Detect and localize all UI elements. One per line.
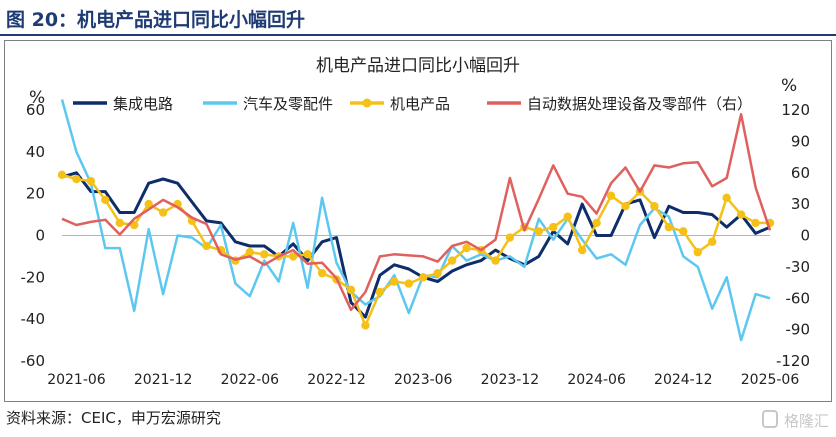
series-line-4 (61, 112, 772, 312)
series-point-3 (419, 273, 428, 282)
left-axis-tick-label: -40 (21, 310, 46, 328)
x-axis-tick-label: 2024-12 (654, 372, 713, 388)
left-axis-tick-label: 60 (26, 101, 45, 119)
line-chart: 机电产品进口同比小幅回升 % % 集成电路 汽车及零配件 机电产品 自动数据处理设备及… (21, 56, 811, 388)
source-note: 资料来源：CEIC，申万宏源研究 (6, 409, 221, 427)
series-point-3 (491, 256, 500, 265)
series-point-3 (563, 212, 572, 221)
series-point-3 (650, 202, 659, 211)
series-point-3 (144, 199, 153, 209)
watermark-logo-icon (762, 410, 778, 428)
series-point-3 (260, 250, 269, 259)
series-point-3 (72, 174, 81, 184)
watermark: 格隆汇 (762, 408, 832, 432)
series-point-3 (621, 202, 630, 211)
right-axis-tick-label: -90 (786, 321, 811, 339)
series-point-3 (751, 218, 760, 228)
series-point-3 (346, 285, 356, 295)
chart-title: 机电产品进口同比小幅回升 (316, 56, 520, 76)
legend-label-2: 汽车及零配件 (243, 95, 333, 113)
series-point-3 (534, 227, 544, 236)
series-point-3 (722, 193, 731, 203)
right-axis-tick-label: 60 (791, 164, 810, 182)
series-point-3 (736, 210, 746, 219)
series-point-3 (433, 268, 442, 278)
series-point-3 (288, 252, 298, 261)
series-point-3 (462, 243, 471, 253)
figure-header: 图 20：机电产品进口同比小幅回升 (0, 0, 836, 34)
x-axis-tick-label: 2023-06 (394, 372, 453, 388)
left-axis-tick-label: 0 (35, 227, 45, 245)
legend-marker-3 (362, 98, 372, 108)
series-lines (57, 99, 775, 342)
x-axis-tick-label: 2024-06 (567, 372, 626, 388)
left-axis-unit: % (29, 88, 45, 108)
right-axis-tick-label: 30 (791, 195, 810, 213)
series-point-3 (549, 222, 558, 232)
left-axis-tick-label: 40 (26, 143, 45, 161)
x-axis-tick-label: 2022-12 (307, 372, 366, 388)
title-divider (0, 34, 836, 36)
right-axis-tick-label: -30 (786, 258, 811, 276)
series-point-3 (447, 256, 457, 265)
series-point-3 (101, 195, 110, 205)
series-point-3 (390, 277, 399, 286)
series-point-3 (404, 279, 413, 288)
series-point-3 (375, 287, 385, 297)
x-axis-tick-label: 2021-12 (134, 372, 193, 388)
left-axis-tick-label: 20 (26, 185, 45, 203)
series-point-3 (606, 191, 616, 200)
right-axis-tick-label: 0 (800, 227, 810, 245)
series-point-3 (303, 250, 312, 259)
series-point-3 (505, 233, 515, 242)
chart-panel: 机电产品进口同比小幅回升 % % 集成电路 汽车及零配件 机电产品 自动数据处理设备及… (4, 40, 832, 402)
series-point-3 (86, 176, 96, 186)
right-axis-unit: % (781, 76, 797, 96)
series-point-3 (664, 222, 674, 232)
series-point-3 (115, 218, 124, 228)
watermark-text: 格隆汇 (784, 412, 830, 430)
series-point-3 (130, 220, 139, 230)
series-point-3 (361, 321, 370, 330)
legend-label-1: 集成电路 (113, 95, 173, 113)
series-point-3 (158, 208, 168, 217)
right-axis-tick-label: 90 (791, 132, 810, 150)
left-axis-tick-label: -60 (21, 352, 46, 370)
left-axis-tick-label: -20 (21, 268, 46, 286)
series-point-3 (693, 248, 702, 257)
right-axis-tick-label: -120 (776, 352, 810, 370)
series-point-3 (679, 227, 688, 236)
legend-label-4: 自动数据处理设备及零部件（右） (527, 95, 752, 113)
series-point-3 (245, 248, 255, 257)
right-axis-tick-label: -60 (786, 289, 811, 307)
x-axis-tick-label: 2022-06 (221, 372, 280, 388)
series-line-3 (61, 173, 770, 327)
series-point-3 (708, 237, 717, 246)
figure-title: 图 20：机电产品进口同比小幅回升 (6, 9, 306, 31)
legend-label-3: 机电产品 (390, 95, 450, 113)
legend: 集成电路 汽车及零配件 机电产品 自动数据处理设备及零部件（右） (73, 95, 752, 113)
series-point-3 (592, 218, 601, 228)
series-point-3 (202, 241, 211, 251)
series-point-3 (577, 245, 587, 255)
series-line-1 (61, 171, 771, 319)
x-axis-tick-label: 2025-06 (741, 372, 800, 388)
series-point-3 (57, 170, 67, 180)
series-line-2 (60, 99, 771, 342)
x-axis-tick-label: 2023-12 (481, 372, 540, 388)
series-point-3 (317, 268, 327, 278)
x-axis-tick-label: 2021-06 (47, 372, 106, 388)
right-axis-tick-label: 120 (781, 101, 810, 119)
